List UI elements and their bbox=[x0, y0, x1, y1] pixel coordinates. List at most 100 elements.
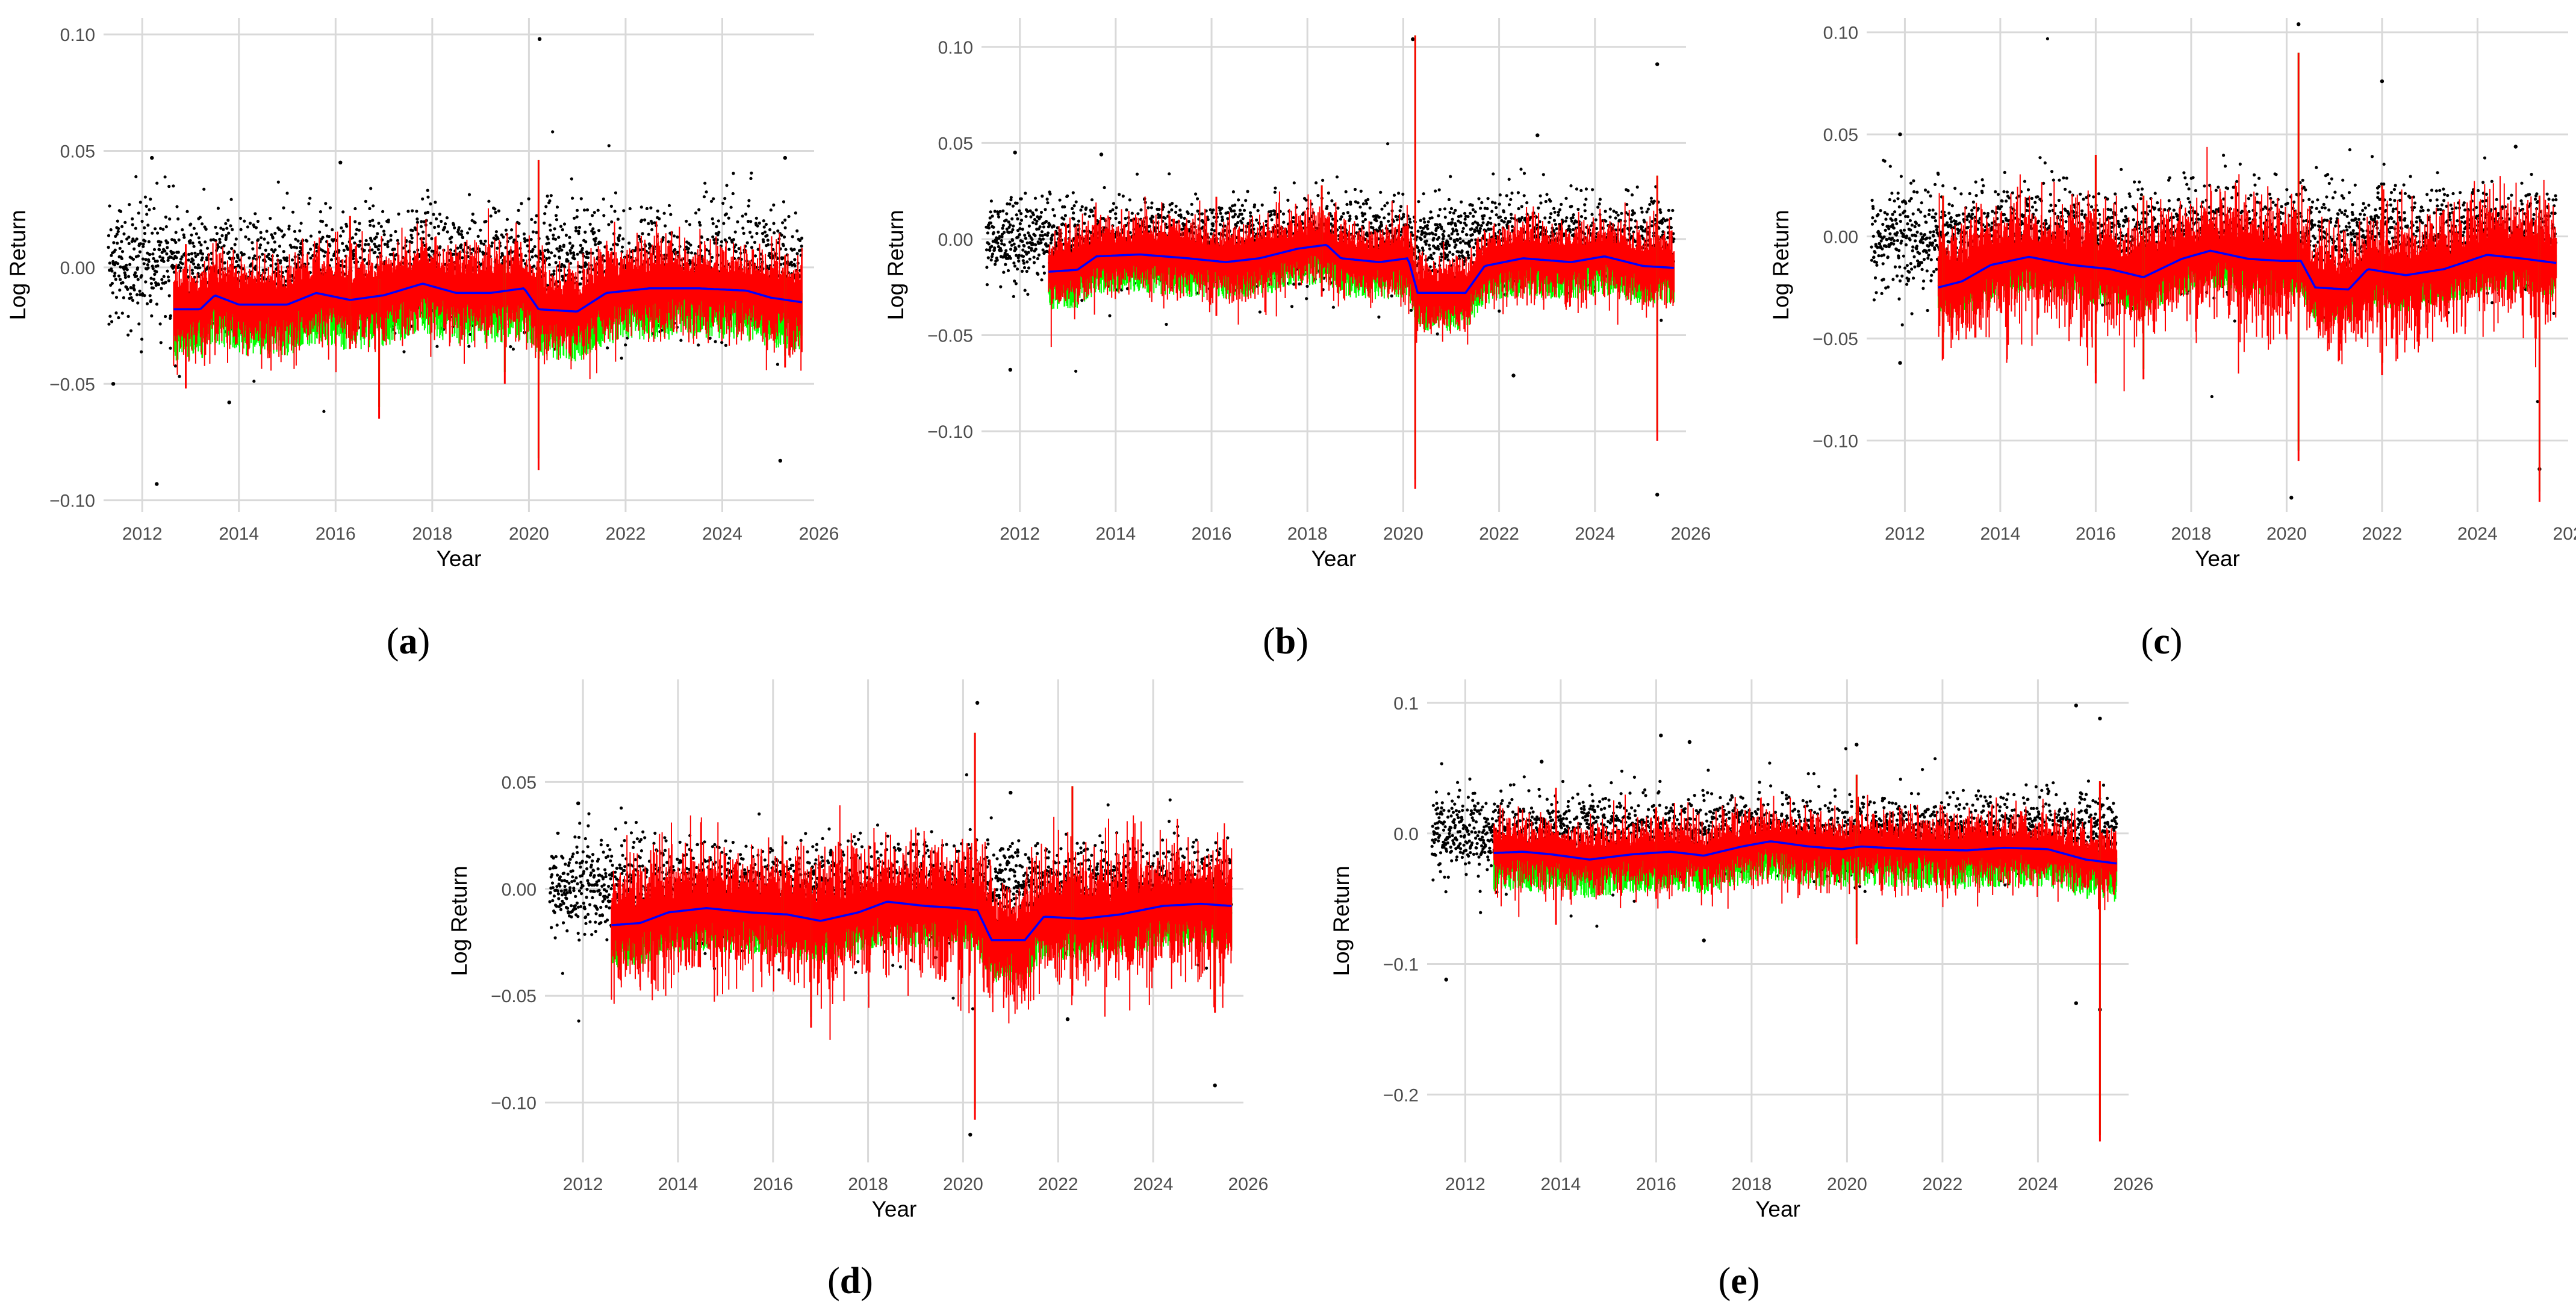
observed-point bbox=[122, 232, 126, 235]
observed-point bbox=[1355, 223, 1359, 227]
observed-point bbox=[196, 252, 200, 256]
observed-point bbox=[129, 296, 133, 299]
observed-point bbox=[235, 260, 238, 263]
observed-point bbox=[1023, 288, 1027, 292]
observed-point bbox=[110, 320, 114, 323]
observed-point bbox=[127, 242, 131, 245]
y-axis-label: Log Return bbox=[883, 210, 908, 320]
observed-point bbox=[1572, 213, 1575, 217]
observed-point bbox=[328, 235, 331, 239]
observed-point bbox=[151, 286, 155, 290]
observed-point bbox=[705, 190, 708, 194]
observed-point bbox=[560, 248, 564, 252]
observed-point bbox=[549, 228, 552, 232]
outlier-point bbox=[227, 401, 231, 405]
observed-point bbox=[402, 350, 406, 354]
observed-point bbox=[1489, 227, 1493, 231]
observed-point bbox=[253, 254, 257, 258]
observed-point bbox=[766, 239, 770, 242]
observed-point bbox=[1486, 197, 1490, 201]
observed-point bbox=[140, 337, 144, 341]
observed-point bbox=[1387, 219, 1390, 223]
observed-point bbox=[168, 217, 172, 221]
observed-point bbox=[1029, 215, 1033, 219]
observed-point bbox=[1025, 269, 1028, 273]
observed-point bbox=[1583, 203, 1587, 207]
observed-point bbox=[354, 232, 358, 236]
observed-point bbox=[1046, 231, 1050, 235]
observed-point bbox=[640, 219, 644, 222]
observed-point bbox=[1558, 208, 1562, 211]
observed-point bbox=[547, 256, 551, 260]
observed-point bbox=[383, 242, 387, 246]
observed-point bbox=[1190, 213, 1194, 216]
observed-point bbox=[371, 219, 375, 222]
observed-point bbox=[792, 248, 796, 251]
observed-point bbox=[767, 243, 770, 246]
observed-point bbox=[143, 195, 147, 199]
observed-point bbox=[768, 228, 772, 231]
observed-point bbox=[709, 199, 714, 203]
observed-point bbox=[137, 322, 141, 326]
observed-point bbox=[1298, 282, 1301, 286]
observed-point bbox=[724, 212, 728, 216]
observed-point bbox=[1538, 194, 1542, 198]
observed-point bbox=[1489, 222, 1493, 225]
observed-point bbox=[1018, 254, 1021, 257]
observed-point bbox=[117, 226, 120, 231]
observed-point bbox=[191, 242, 194, 245]
observed-point bbox=[270, 248, 273, 252]
observed-point bbox=[711, 255, 714, 259]
observed-point bbox=[999, 285, 1003, 288]
observed-point bbox=[136, 301, 140, 305]
observed-point bbox=[1008, 202, 1012, 206]
observed-point bbox=[753, 240, 757, 244]
observed-point bbox=[997, 212, 1000, 216]
observed-point bbox=[637, 234, 641, 238]
observed-point bbox=[622, 209, 626, 213]
observed-point bbox=[1221, 218, 1224, 222]
observed-point bbox=[279, 259, 282, 263]
observed-point bbox=[164, 281, 167, 284]
observed-point bbox=[1336, 206, 1340, 210]
observed-point bbox=[1440, 227, 1443, 231]
observed-point bbox=[331, 228, 334, 231]
observed-point bbox=[205, 256, 209, 260]
observed-point bbox=[197, 236, 201, 240]
observed-point bbox=[125, 263, 128, 267]
observed-point bbox=[382, 233, 386, 237]
observed-point bbox=[991, 214, 994, 218]
observed-point bbox=[1552, 229, 1556, 232]
observed-point bbox=[422, 230, 425, 234]
observed-point bbox=[175, 205, 179, 208]
observed-point bbox=[717, 219, 720, 223]
observed-point bbox=[1453, 240, 1457, 244]
observed-point bbox=[450, 235, 453, 239]
observed-point bbox=[1186, 211, 1190, 215]
observed-point bbox=[1148, 225, 1151, 228]
observed-point bbox=[1017, 259, 1021, 263]
observed-point bbox=[265, 229, 269, 233]
observed-point bbox=[148, 208, 151, 211]
observed-point bbox=[133, 239, 137, 243]
observed-point bbox=[116, 229, 120, 233]
observed-point bbox=[1466, 250, 1470, 254]
observed-point bbox=[1036, 272, 1040, 276]
observed-point bbox=[1256, 209, 1260, 213]
observed-point bbox=[793, 258, 797, 261]
observed-point bbox=[248, 222, 252, 225]
observed-point bbox=[141, 257, 145, 261]
observed-point bbox=[415, 217, 419, 221]
observed-point bbox=[1424, 242, 1428, 246]
observed-point bbox=[749, 220, 753, 223]
observed-point bbox=[341, 242, 344, 245]
observed-point bbox=[1265, 219, 1268, 223]
observed-point bbox=[204, 228, 208, 231]
observed-point bbox=[568, 249, 572, 252]
observed-point bbox=[1426, 227, 1430, 231]
observed-point bbox=[1375, 219, 1378, 223]
observed-point bbox=[1510, 213, 1513, 216]
observed-point bbox=[1425, 223, 1429, 228]
observed-point bbox=[118, 246, 122, 250]
observed-point bbox=[736, 220, 739, 223]
